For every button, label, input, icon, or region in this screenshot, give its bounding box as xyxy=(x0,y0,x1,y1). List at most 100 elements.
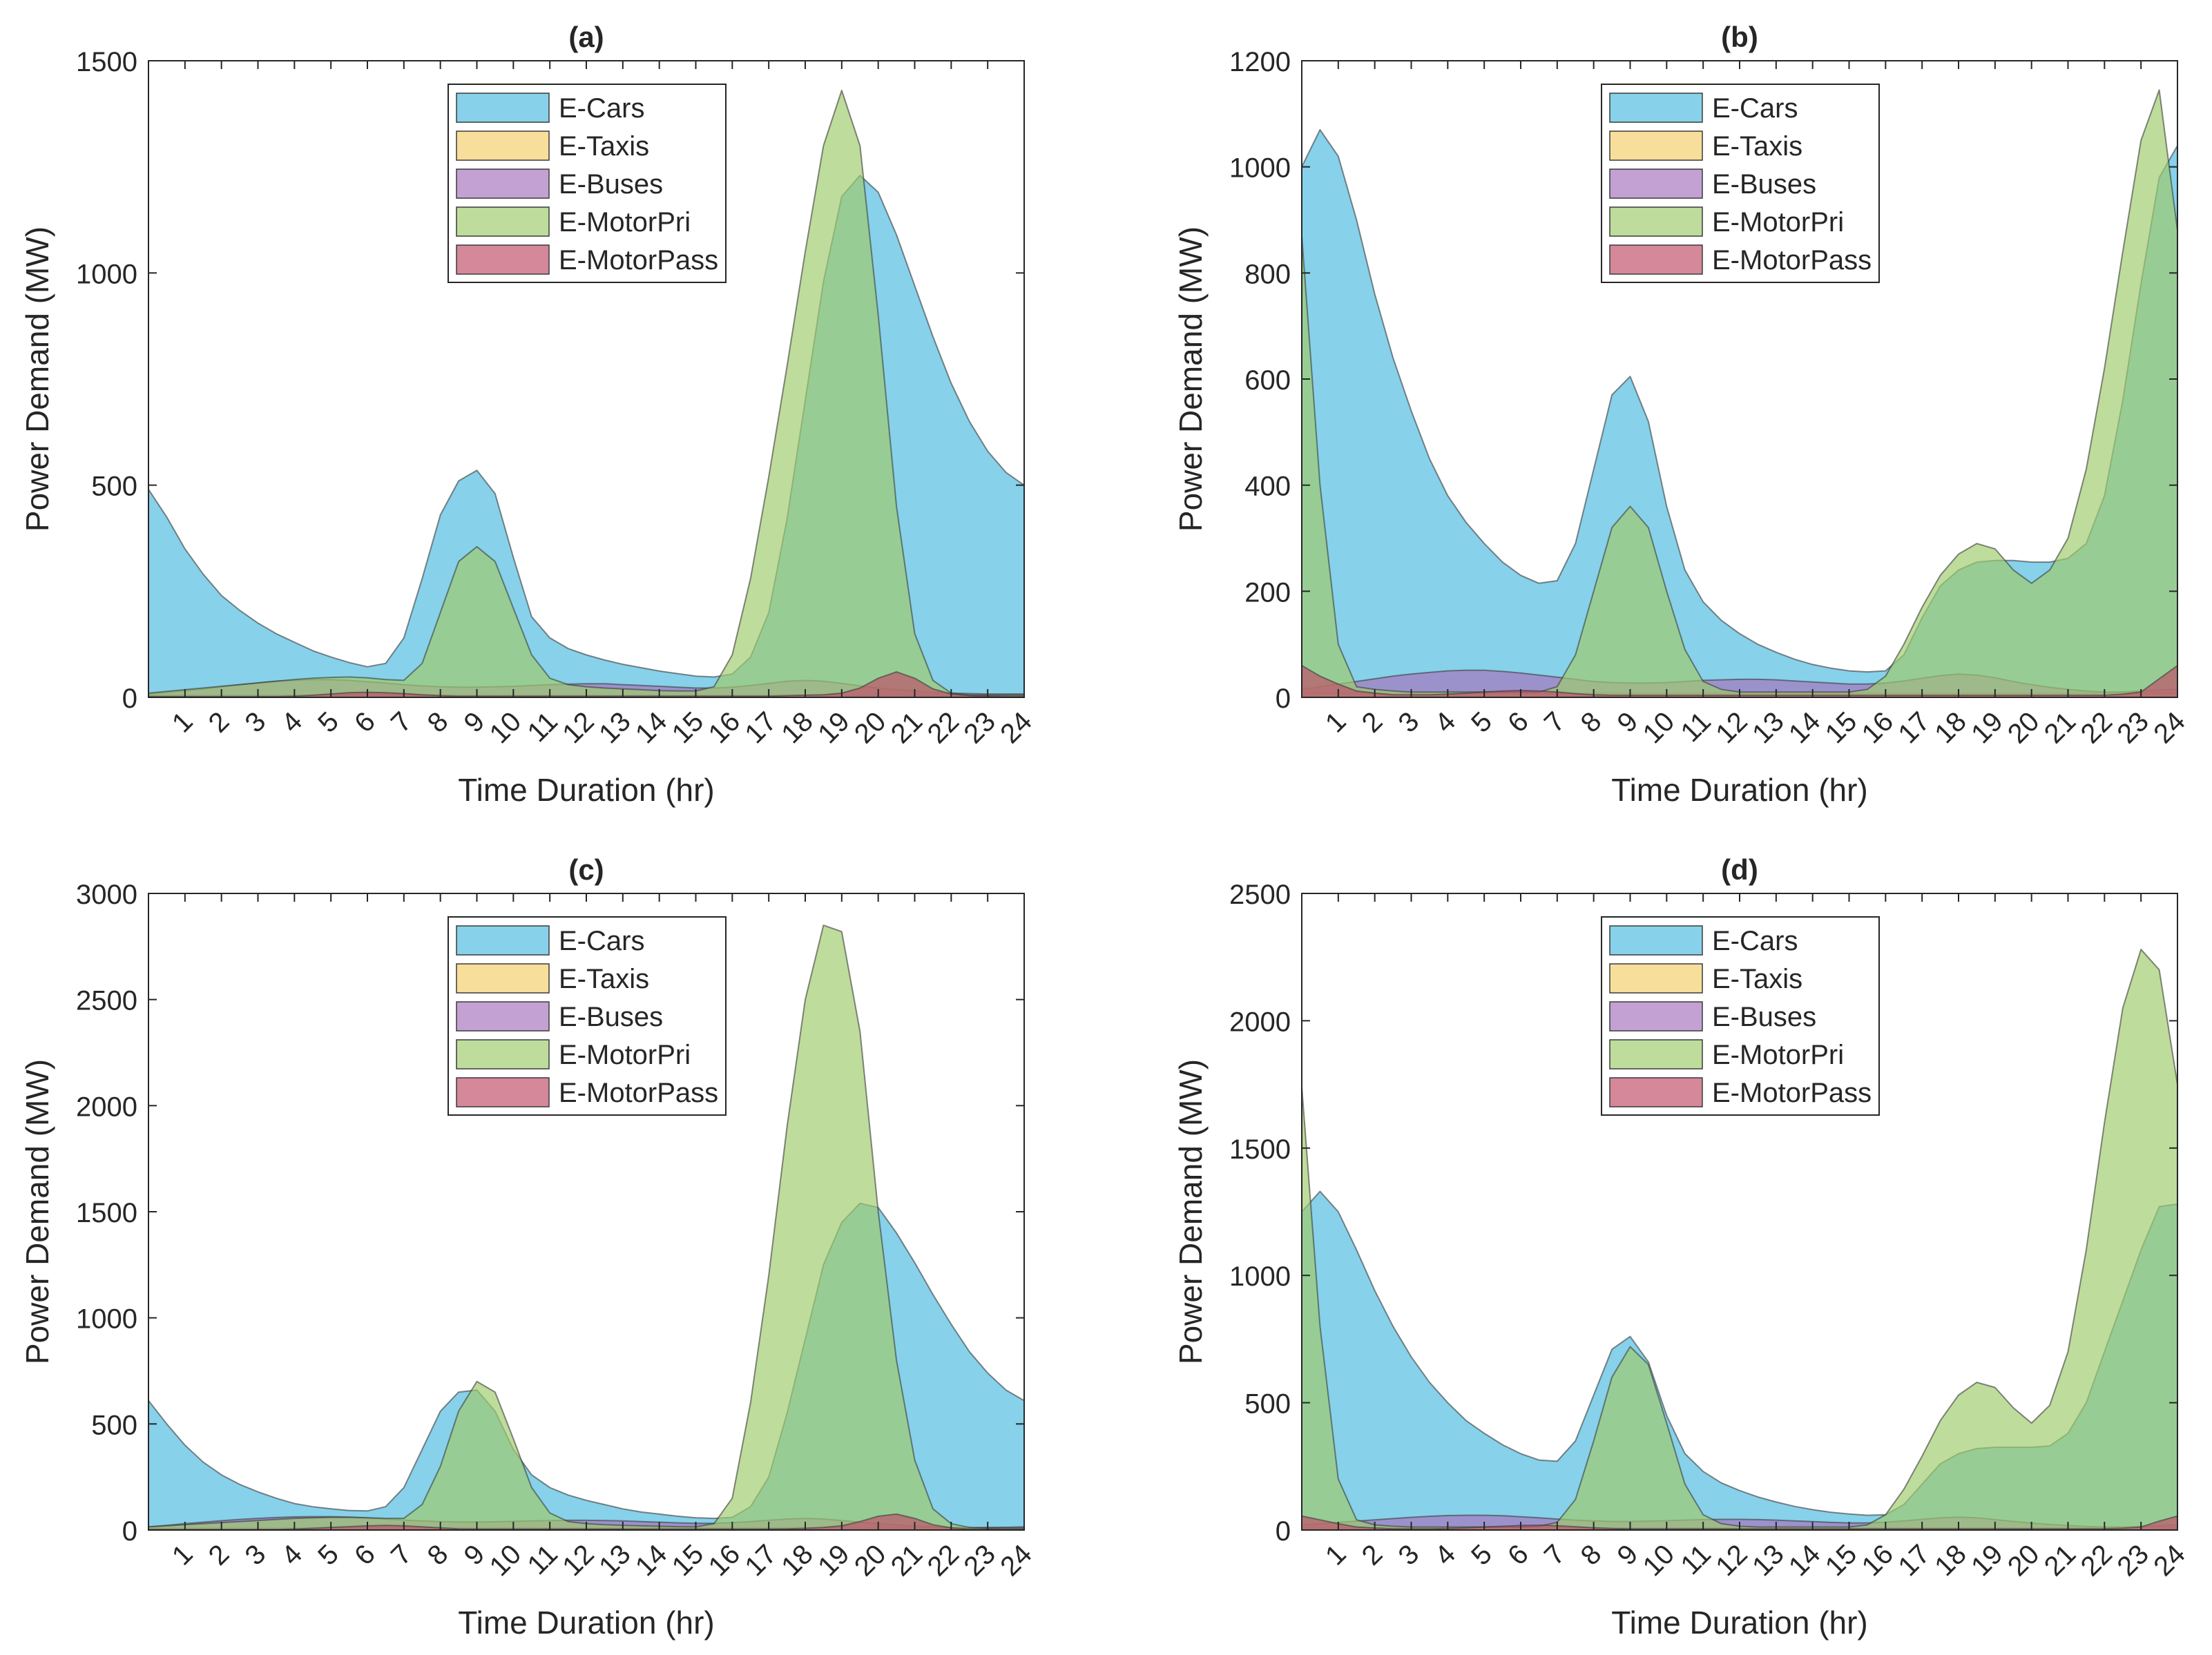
legend-entry-label: E-MotorPri xyxy=(559,207,691,238)
y-axis-label: Power Demand (MW) xyxy=(19,226,55,532)
area-e-motorpri xyxy=(1302,89,2177,697)
legend: E-Cars E-Taxis E-Buses E-MotorPri E-MotorPas… xyxy=(448,916,727,1116)
area-e-motorpri xyxy=(148,925,1024,1530)
y-axis-label: Power Demand (MW) xyxy=(1173,1059,1209,1364)
x-tick-label: 6 xyxy=(349,706,381,739)
legend-entry-label: E-Cars xyxy=(559,926,644,956)
legend-entry-label: E-MotorPass xyxy=(1712,1078,1872,1108)
legend-entry-label: E-MotorPri xyxy=(1712,207,1844,238)
x-tick-label: 24 xyxy=(994,1539,1038,1583)
legend-entry-label: E-MotorPass xyxy=(1712,245,1872,275)
y-axis-label: Power Demand (MW) xyxy=(1173,226,1209,532)
chart-title: (b) xyxy=(1721,21,1758,53)
x-tick-label: 7 xyxy=(385,706,418,739)
chart-title: (d) xyxy=(1721,853,1758,886)
x-tick-label: 6 xyxy=(1502,1539,1535,1571)
legend-swatch xyxy=(456,925,550,956)
y-tick-label: 1000 xyxy=(76,1304,137,1335)
chart-title: (c) xyxy=(568,853,604,886)
legend: E-Cars E-Taxis E-Buses E-MotorPri E-MotorPas… xyxy=(1601,84,1880,283)
legend-swatch xyxy=(1609,1077,1703,1107)
legend: E-Cars E-Taxis E-Buses E-MotorPri E-MotorPas… xyxy=(448,84,727,283)
legend-swatch xyxy=(1609,93,1703,123)
x-tick-label: 24 xyxy=(2148,706,2191,750)
legend: E-Cars E-Taxis E-Buses E-MotorPri E-MotorPas… xyxy=(1601,916,1880,1116)
x-tick-label: 3 xyxy=(239,706,271,739)
x-tick-label: 4 xyxy=(276,1539,308,1571)
y-axis-label: Power Demand (MW) xyxy=(19,1059,55,1364)
x-tick-label: 9 xyxy=(1611,706,1644,739)
x-tick-label: 10 xyxy=(1637,706,1681,750)
legend-swatch xyxy=(456,206,550,237)
y-tick-label: 1000 xyxy=(76,259,137,289)
x-tick-label: 5 xyxy=(1465,706,1498,739)
legend-entry-label: E-Taxis xyxy=(1712,131,1802,162)
legend-entry-label: E-Taxis xyxy=(559,131,649,162)
x-tick-label: 24 xyxy=(994,706,1038,750)
x-tick-label: 1 xyxy=(166,1539,199,1571)
legend-swatch xyxy=(1609,925,1703,956)
legend-entry-label: E-Cars xyxy=(1712,93,1798,124)
legend-swatch xyxy=(1609,130,1703,161)
y-tick-label: 600 xyxy=(1244,365,1291,396)
legend-swatch xyxy=(456,244,550,275)
x-tick-label: 3 xyxy=(1392,706,1425,739)
y-tick-label: 1200 xyxy=(1229,47,1291,77)
y-tick-label: 1000 xyxy=(1229,1261,1291,1292)
x-tick-label: 8 xyxy=(422,1539,454,1571)
legend-entry-label: E-Buses xyxy=(559,1002,663,1032)
y-tick-label: 1500 xyxy=(76,47,137,77)
y-tick-label: 2000 xyxy=(76,1092,137,1122)
legend-swatch xyxy=(1609,206,1703,237)
legend-swatch xyxy=(1609,1001,1703,1032)
x-tick-label: 9 xyxy=(458,706,490,739)
y-tick-label: 0 xyxy=(1276,1516,1291,1547)
x-tick-label: 9 xyxy=(1611,1539,1644,1571)
x-tick-label: 8 xyxy=(1575,1539,1608,1571)
x-tick-label: 2 xyxy=(203,706,235,739)
x-tick-label: 1 xyxy=(1320,706,1352,739)
x-axis-label: Time Duration (hr) xyxy=(1611,1605,1867,1641)
y-tick-label: 500 xyxy=(91,1410,137,1440)
x-tick-label: 2 xyxy=(1356,706,1389,739)
legend-swatch xyxy=(456,963,550,994)
x-tick-label: 2 xyxy=(1356,1539,1389,1571)
legend-swatch xyxy=(456,93,550,123)
x-tick-label: 24 xyxy=(2148,1539,2191,1583)
y-tick-label: 3000 xyxy=(76,880,137,910)
chart-title: (a) xyxy=(568,21,604,53)
y-tick-label: 2500 xyxy=(76,986,137,1016)
legend-swatch xyxy=(456,1001,550,1032)
legend-entry-label: E-MotorPass xyxy=(559,1078,718,1108)
area-e-motorpass xyxy=(1302,664,2177,697)
y-tick-label: 1000 xyxy=(1229,153,1291,184)
y-tick-label: 500 xyxy=(1244,1389,1291,1420)
y-tick-label: 2000 xyxy=(1229,1007,1291,1037)
x-tick-label: 4 xyxy=(1429,706,1461,739)
x-tick-label: 10 xyxy=(484,706,528,750)
x-tick-label: 5 xyxy=(1465,1539,1498,1571)
y-tick-label: 0 xyxy=(122,1516,137,1547)
legend-swatch xyxy=(1609,963,1703,994)
x-tick-label: 7 xyxy=(385,1539,418,1571)
x-tick-label: 6 xyxy=(349,1539,381,1571)
y-tick-label: 400 xyxy=(1244,472,1291,502)
y-tick-label: 0 xyxy=(1276,684,1291,714)
x-tick-label: 4 xyxy=(276,706,308,739)
x-tick-label: 10 xyxy=(484,1539,528,1583)
legend-swatch xyxy=(456,130,550,161)
x-tick-label: 1 xyxy=(1320,1539,1352,1571)
legend-swatch xyxy=(1609,244,1703,275)
legend-swatch xyxy=(456,1039,550,1070)
x-axis-label: Time Duration (hr) xyxy=(1611,772,1867,808)
y-tick-label: 500 xyxy=(91,472,137,502)
legend-entry-label: E-Buses xyxy=(559,169,663,200)
legend-entry-label: E-Taxis xyxy=(1712,964,1802,994)
x-tick-label: 2 xyxy=(203,1539,235,1571)
x-tick-label: 3 xyxy=(1392,1539,1425,1571)
x-tick-label: 7 xyxy=(1539,1539,1571,1571)
